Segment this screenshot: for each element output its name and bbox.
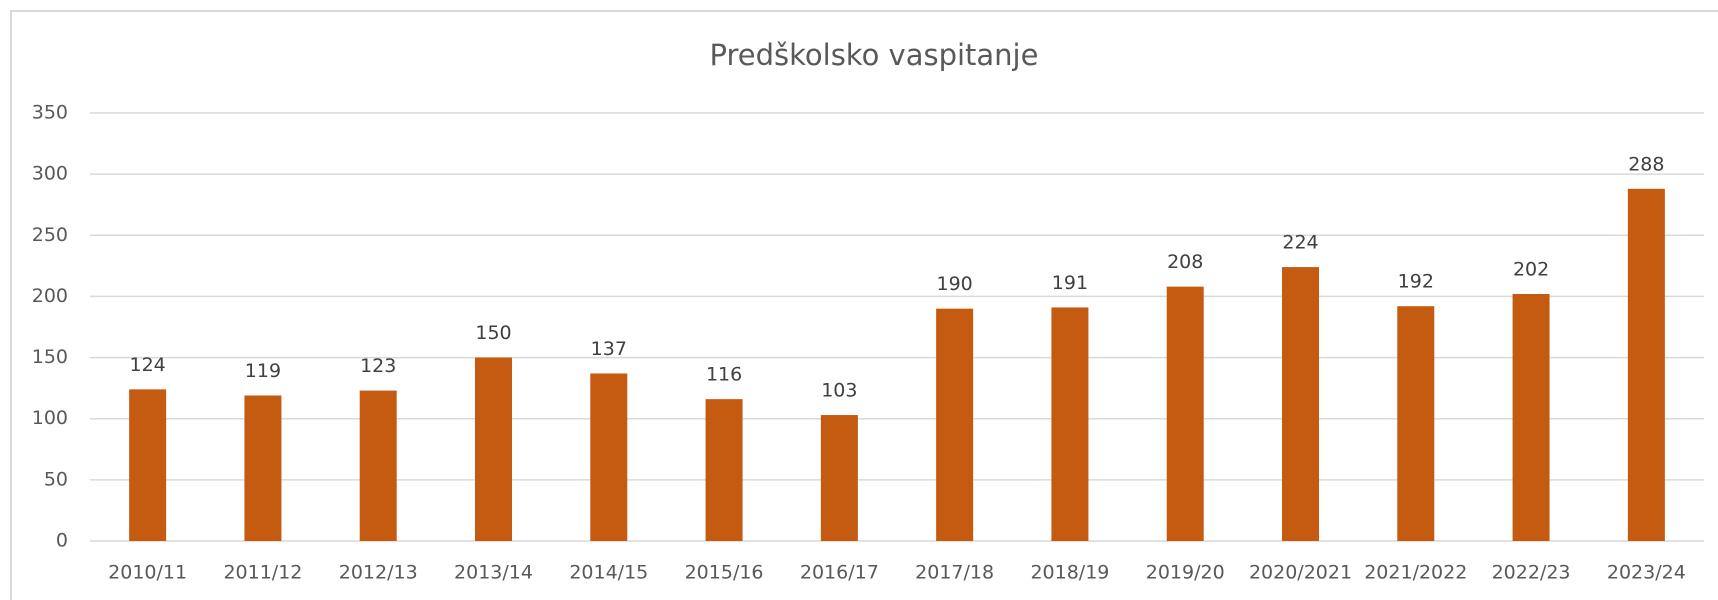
bar — [1627, 188, 1665, 541]
y-tick-label: 350 — [32, 102, 68, 124]
data-label: 192 — [1398, 271, 1434, 293]
x-tick-label: 2016/17 — [800, 562, 879, 584]
x-tick-label: 2018/19 — [1030, 562, 1109, 584]
y-tick-label: 150 — [32, 346, 68, 368]
data-label: 137 — [591, 338, 627, 360]
bar — [475, 357, 512, 541]
y-tick-label: 100 — [32, 407, 68, 429]
x-tick-label: 2012/13 — [339, 562, 418, 584]
bar — [359, 390, 397, 541]
chart-title: Predškolsko vaspitanje — [710, 38, 1039, 72]
y-tick-label: 0 — [56, 530, 68, 552]
x-tick-label: 2023/24 — [1607, 562, 1686, 584]
x-tick-label: 2014/15 — [569, 562, 648, 584]
x-tick-label: 2015/16 — [685, 562, 764, 584]
x-tick-label: 2011/12 — [223, 562, 302, 584]
y-tick-label: 50 — [44, 468, 68, 490]
x-tick-label: 2017/18 — [915, 562, 994, 584]
data-label: 150 — [475, 322, 511, 344]
bar — [590, 373, 628, 541]
bar — [1166, 286, 1204, 541]
data-label: 190 — [937, 273, 973, 295]
bar — [820, 415, 858, 541]
bar — [1282, 267, 1319, 541]
bar — [129, 389, 167, 541]
x-tick-label: 2010/11 — [108, 562, 187, 584]
bar — [1512, 293, 1550, 541]
x-tick-label: 2020/2021 — [1249, 562, 1352, 584]
data-label: 191 — [1052, 272, 1088, 294]
data-label: 123 — [360, 355, 396, 377]
data-label: 202 — [1513, 258, 1549, 280]
y-tick-label: 250 — [32, 224, 68, 246]
y-tick-label: 300 — [32, 163, 68, 185]
bar — [1051, 307, 1089, 541]
y-tick-label: 200 — [32, 285, 68, 307]
x-tick-label: 2021/2022 — [1364, 562, 1467, 584]
data-label: 124 — [130, 354, 166, 376]
data-label: 208 — [1167, 251, 1203, 273]
x-tick-label: 2022/23 — [1492, 562, 1571, 584]
data-label: 224 — [1282, 232, 1318, 254]
data-label: 103 — [821, 380, 857, 402]
bar — [936, 308, 974, 541]
data-label: 116 — [706, 364, 742, 386]
bar — [705, 399, 743, 541]
x-tick-label: 2013/14 — [454, 562, 533, 584]
data-label: 119 — [245, 360, 281, 382]
x-tick-label: 2019/20 — [1146, 562, 1225, 584]
bar — [1397, 306, 1435, 541]
bar — [244, 395, 282, 541]
data-label: 288 — [1628, 153, 1664, 175]
